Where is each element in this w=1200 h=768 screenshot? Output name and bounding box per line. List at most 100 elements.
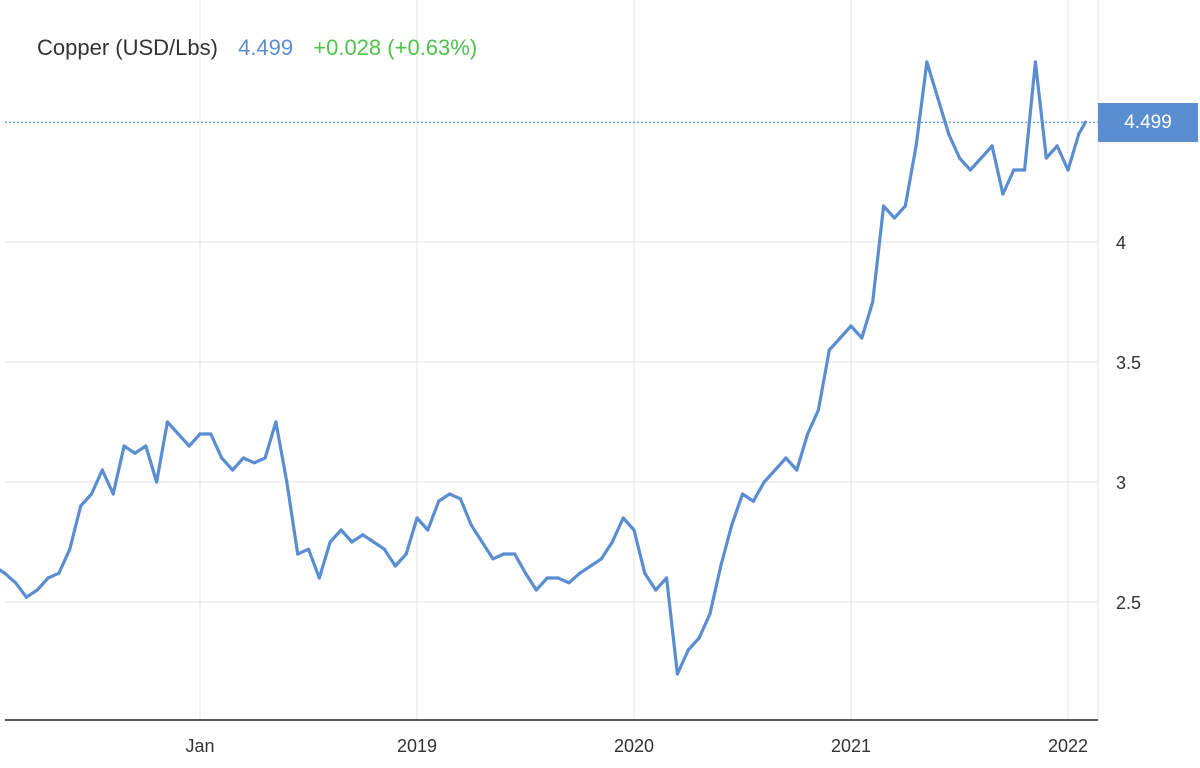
data-point: [89, 492, 94, 496]
data-point: [816, 408, 821, 412]
data-point: [643, 571, 647, 575]
data-point: [523, 571, 528, 575]
data-point: [665, 576, 669, 580]
data-point: [372, 540, 376, 544]
data-point: [100, 468, 104, 472]
data-point: [675, 672, 680, 676]
data-point: [730, 523, 734, 527]
data-point: [838, 336, 842, 340]
data-point: [155, 480, 159, 484]
data-point: [1077, 132, 1081, 136]
data-point: [350, 540, 354, 544]
data-point: [513, 552, 517, 556]
data-point: [14, 581, 18, 585]
data-point: [480, 540, 484, 544]
data-point: [317, 576, 321, 580]
data-point: [860, 336, 864, 340]
data-point: [274, 420, 278, 424]
data-point: [469, 523, 473, 527]
data-point: [57, 571, 61, 575]
data-point: [827, 348, 831, 352]
data-point: [1033, 60, 1037, 64]
data-point: [187, 444, 191, 448]
data-point: [133, 451, 137, 455]
data-point: [556, 576, 560, 580]
x-tick-label: Jan: [185, 736, 214, 756]
data-point: [1083, 120, 1087, 124]
data-point: [957, 156, 962, 160]
data-point: [68, 547, 72, 551]
data-point: [252, 461, 256, 465]
x-tick-label: 2020: [614, 736, 654, 756]
x-tick-label: 2019: [397, 736, 437, 756]
data-point: [795, 468, 799, 472]
data-point: [241, 456, 245, 460]
data-point: [654, 588, 658, 592]
series-name: Copper (USD/Lbs): [37, 35, 218, 60]
y-tick-label: 3: [1116, 473, 1126, 493]
data-point: [1023, 168, 1027, 172]
data-point: [35, 588, 39, 592]
data-point: [502, 552, 506, 556]
price-series-line: [0, 60, 1087, 676]
data-point: [708, 612, 712, 616]
data-point: [686, 648, 690, 652]
data-point: [697, 636, 701, 640]
data-point: [328, 540, 332, 544]
data-point: [491, 557, 495, 561]
data-point: [165, 420, 169, 424]
y-tick-label: 4: [1116, 233, 1126, 253]
data-point: [1012, 168, 1016, 172]
data-point: [903, 204, 907, 208]
data-point: [361, 533, 365, 537]
data-point: [46, 576, 50, 580]
data-point: [144, 444, 148, 448]
data-point: [122, 444, 126, 448]
last-value-badge: 4.499: [1098, 103, 1198, 142]
data-point: [762, 480, 766, 484]
data-point: [176, 432, 180, 436]
data-point: [871, 300, 875, 304]
data-point: [751, 499, 755, 503]
data-point: [220, 456, 224, 460]
data-point: [621, 516, 625, 520]
data-point: [740, 492, 745, 496]
data-point: [198, 432, 202, 436]
data-point: [339, 528, 343, 532]
data-point: [599, 557, 604, 561]
data-point: [610, 540, 614, 544]
data-point: [1044, 156, 1048, 160]
data-point: [209, 432, 213, 436]
data-point: [285, 480, 289, 484]
data-point: [773, 468, 777, 472]
data-point: [306, 547, 311, 551]
data-point: [1055, 144, 1059, 148]
data-point: [784, 456, 788, 460]
data-point: [3, 571, 7, 575]
data-point: [936, 96, 940, 100]
data-point: [415, 516, 419, 520]
data-point: [404, 552, 408, 556]
data-point: [990, 144, 994, 148]
data-point: [296, 552, 300, 556]
data-point: [263, 456, 267, 460]
data-point: [458, 497, 462, 501]
data-point: [806, 432, 810, 436]
data-point: [437, 499, 441, 503]
data-point: [426, 528, 430, 532]
data-point: [534, 588, 538, 592]
y-tick-label: 2.5: [1116, 593, 1141, 613]
data-point: [979, 156, 983, 160]
data-point: [382, 547, 386, 551]
x-tick-label: 2021: [831, 736, 871, 756]
current-price: 4.499: [238, 35, 294, 60]
y-tick-label: 3.5: [1116, 353, 1141, 373]
data-point: [24, 595, 28, 599]
data-point: [231, 468, 235, 472]
data-point: [1066, 168, 1070, 172]
price-change: +0.028 (+0.63%): [313, 35, 478, 60]
data-point: [882, 204, 886, 208]
data-point: [914, 144, 918, 148]
data-point: [1001, 192, 1005, 196]
